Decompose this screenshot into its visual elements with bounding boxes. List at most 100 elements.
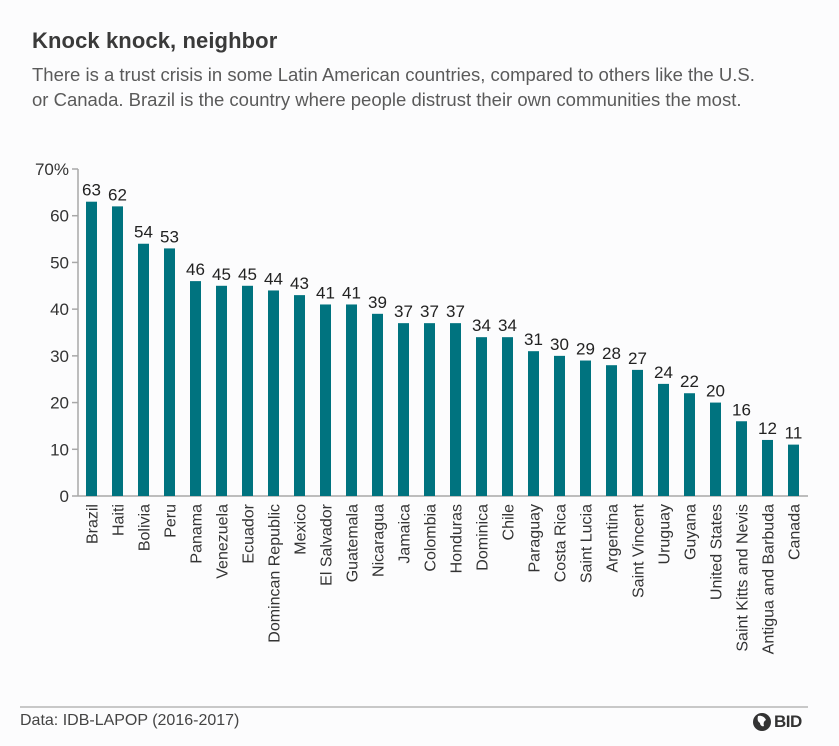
x-tick-label: United States (709, 504, 726, 600)
value-label: 37 (420, 302, 439, 321)
bar-guatemala (346, 304, 357, 496)
bar-ecuador (242, 285, 253, 496)
bar-antigua-and-barbuda (762, 439, 773, 496)
x-tick-label: Paraguay (527, 504, 544, 573)
value-label: 37 (446, 302, 465, 321)
bars (86, 201, 799, 496)
x-tick-label: Argentina (605, 504, 622, 573)
y-axis: 0 10 20 30 40 50 60 70% (35, 160, 808, 506)
value-labels: 63 62 54 53 46 45 45 44 43 41 41 39 37 37 37 34 34 31 30 29… (82, 181, 802, 443)
value-label: 53 (160, 227, 179, 246)
bid-globe-icon (753, 713, 771, 731)
footer-divider (20, 706, 808, 708)
x-tick-label: Jamaica (397, 504, 414, 564)
bar-jamaica (398, 323, 409, 496)
x-tick-label: El Salvador (319, 503, 336, 585)
y-tick-label: 10 (50, 440, 69, 459)
value-label: 16 (732, 400, 751, 419)
y-tick-label: 50 (50, 253, 69, 272)
value-label: 29 (576, 340, 595, 359)
x-tick-label: Guyana (683, 504, 700, 560)
value-label: 46 (186, 260, 205, 279)
bar-united-states (710, 402, 721, 496)
bar-domincan-republic (268, 290, 279, 496)
bar-venezuela (216, 285, 227, 496)
bar-haiti (112, 206, 123, 496)
bar-nicaragua (372, 313, 383, 496)
x-axis-labels: Brazil Haiti Bolivia Peru Panama Venezuela Ecu… (85, 503, 804, 654)
chart-title: Knock knock, neighbor (32, 28, 278, 53)
y-tick-label: 60 (50, 207, 69, 226)
bid-logo-text: BID (774, 712, 802, 731)
x-tick-label: Canada (787, 504, 804, 560)
value-label: 37 (394, 302, 413, 321)
bar-uruguay (658, 383, 669, 496)
value-label: 39 (368, 293, 387, 312)
value-label: 44 (264, 269, 283, 288)
value-label: 30 (550, 335, 569, 354)
bar-dominica (476, 337, 487, 496)
x-tick-label: Colombia (423, 504, 440, 572)
bar-guyana (684, 393, 695, 496)
x-tick-label: Panama (189, 504, 206, 564)
value-label: 45 (212, 265, 231, 284)
x-tick-label: Saint Lucia (579, 504, 596, 583)
bar-chart: 0 10 20 30 40 50 60 70% 63 62 54 53 46 45 45 44 43 41 41 3… (35, 160, 808, 654)
bar-chile (502, 337, 513, 496)
x-tick-label: Honduras (449, 504, 466, 573)
x-tick-label: Saint Vincent (631, 503, 648, 598)
y-tick-label: 0 (60, 487, 69, 506)
bar-saint-kitts-and-nevis (736, 421, 747, 496)
value-label: 54 (134, 223, 153, 242)
bar-paraguay (528, 351, 539, 496)
value-label: 34 (498, 316, 517, 335)
x-tick-label: Guatemala (345, 504, 362, 582)
value-label: 43 (290, 274, 309, 293)
bar-bolivia (138, 243, 149, 496)
value-label: 12 (758, 419, 777, 438)
x-tick-label: Nicaragua (371, 504, 388, 577)
value-label: 11 (785, 424, 803, 443)
x-tick-label: Mexico (293, 504, 310, 555)
x-tick-label: Costa Rica (553, 504, 570, 582)
bar-honduras (450, 323, 461, 496)
value-label: 24 (654, 363, 673, 382)
data-source: Data: IDB-LAPOP (2016-2017) (20, 712, 240, 729)
bar-brazil (86, 201, 97, 496)
value-label: 31 (524, 330, 543, 349)
bar-mexico (294, 295, 305, 496)
bar-panama (190, 281, 201, 496)
bar-costa-rica (554, 355, 565, 496)
x-tick-label: Peru (163, 504, 180, 538)
x-tick-label: Antigua and Barbuda (761, 504, 778, 654)
bar-canada (788, 444, 799, 496)
value-label: 41 (342, 283, 361, 302)
value-label: 28 (602, 344, 621, 363)
value-label: 27 (628, 349, 647, 368)
value-label: 34 (472, 316, 491, 335)
bid-logo: BID (752, 712, 802, 732)
value-label: 62 (108, 185, 127, 204)
value-label: 45 (238, 265, 257, 284)
value-label: 41 (316, 283, 335, 302)
bar-colombia (424, 323, 435, 496)
y-tick-label: 20 (50, 394, 69, 413)
bar-saint-vincent (632, 369, 643, 496)
y-tick-label: 30 (50, 347, 69, 366)
bar-el-salvador (320, 304, 331, 496)
x-tick-label: Ecuador (241, 503, 258, 563)
x-tick-label: Brazil (85, 504, 102, 544)
x-tick-label: Domincan Republic (267, 504, 284, 643)
chart-subtitle: There is a trust crisis in some Latin Am… (32, 64, 755, 110)
bar-argentina (606, 365, 617, 496)
y-tick-label: 70% (35, 160, 69, 179)
x-tick-label: Uruguay (657, 504, 674, 564)
x-tick-label: Dominica (475, 504, 492, 571)
x-tick-label: Haiti (111, 504, 128, 536)
x-tick-label: Bolivia (137, 504, 154, 551)
x-tick-label: Chile (501, 504, 518, 541)
value-label: 20 (706, 382, 725, 401)
x-tick-label: Venezuela (215, 504, 232, 579)
bar-saint-lucia (580, 360, 591, 496)
bar-peru (164, 248, 175, 496)
